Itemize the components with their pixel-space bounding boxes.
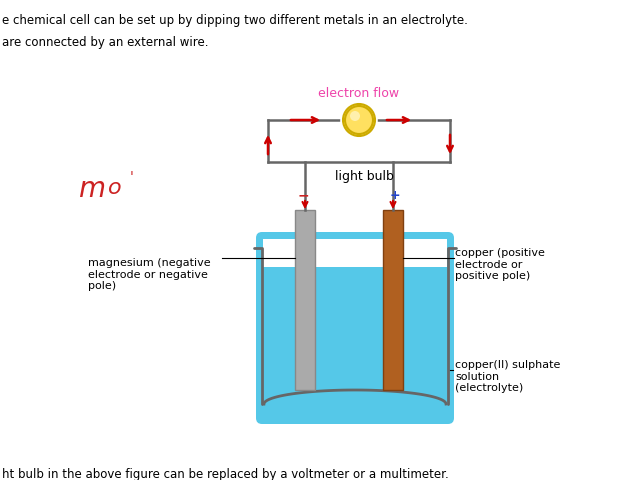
Text: $\mathit{o}$: $\mathit{o}$ <box>107 178 122 198</box>
Text: electron flow: electron flow <box>319 87 399 100</box>
Circle shape <box>343 104 375 136</box>
Text: ': ' <box>130 170 134 184</box>
Circle shape <box>350 111 360 121</box>
Bar <box>263 239 447 267</box>
Bar <box>383 210 403 390</box>
Text: magnesium (negative
electrode or negative
pole): magnesium (negative electrode or negativ… <box>88 258 211 291</box>
Text: light bulb: light bulb <box>335 170 394 183</box>
Text: $\mathit{m}$: $\mathit{m}$ <box>78 175 105 203</box>
FancyBboxPatch shape <box>256 232 454 424</box>
Text: are connected by an external wire.: are connected by an external wire. <box>2 36 209 49</box>
Bar <box>295 210 315 390</box>
Text: ht bulb in the above figure can be replaced by a voltmeter or a multimeter.: ht bulb in the above figure can be repla… <box>2 468 449 480</box>
Text: copper(II) sulphate
solution
(electrolyte): copper(II) sulphate solution (electrolyt… <box>455 360 561 393</box>
Text: +: + <box>390 189 400 202</box>
Text: e chemical cell can be set up by dipping two different metals in an electrolyte.: e chemical cell can be set up by dipping… <box>2 14 468 27</box>
Text: copper (positive
electrode or
positive pole): copper (positive electrode or positive p… <box>455 248 545 281</box>
Text: −: − <box>297 188 309 202</box>
